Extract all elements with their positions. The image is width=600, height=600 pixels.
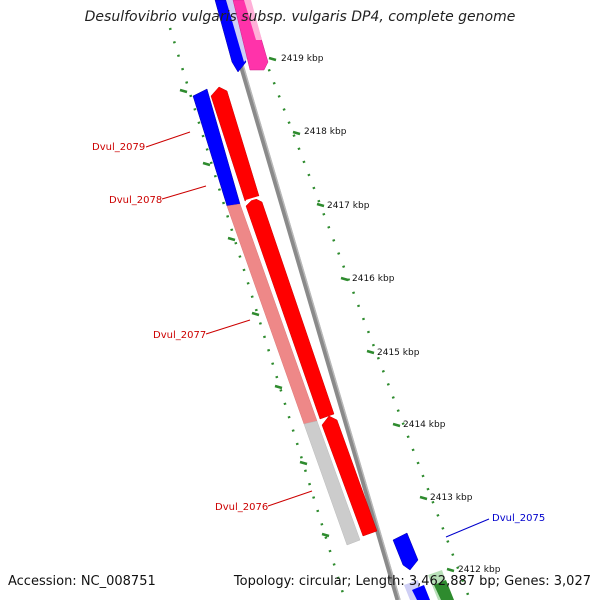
leader-dvul-2079 — [145, 131, 191, 148]
tick-2414 — [392, 422, 401, 428]
genome-backbone — [219, 0, 401, 600]
leader-dvul-2077 — [205, 319, 251, 335]
inner-tick — [251, 311, 260, 317]
inner-tick-track — [168, 27, 347, 600]
tick-2419 — [268, 56, 277, 62]
genome-title: Desulfovibrio vulgaris subsp. vulgaris D… — [84, 9, 516, 25]
leader-dvul-2075 — [445, 518, 490, 538]
gene-label-dvul-2079[interactable]: Dvul_2079 — [92, 142, 145, 153]
forward-features — [210, 86, 378, 537]
tick-2415 — [366, 349, 375, 355]
kbp-label: 2416 kbp — [352, 274, 395, 284]
kbp-ticks — [268, 56, 455, 573]
inner-major-ticks — [179, 88, 330, 538]
leader-dvul-2076 — [267, 490, 313, 507]
tick-2418 — [292, 130, 301, 136]
reverse-cds-top-faded[interactable] — [226, 0, 250, 62]
kbp-label: 2419 kbp — [281, 54, 324, 64]
top-features — [214, 0, 269, 73]
lower-green[interactable] — [434, 580, 454, 600]
kbp-label: 2413 kbp — [430, 493, 473, 503]
gene-label-dvul-2078[interactable]: Dvul_2078 — [109, 195, 162, 206]
reverse-cds-top[interactable] — [214, 0, 247, 73]
accession-text: Accession: NC_008751 — [8, 574, 156, 589]
gene-dvul-2078-arrow[interactable] — [210, 86, 260, 202]
inner-tick — [274, 384, 283, 390]
gene-label-dvul-2076[interactable]: Dvul_2076 — [215, 502, 268, 513]
inner-tick — [202, 161, 211, 167]
kbp-labels: 2419 kbp 2418 kbp 2417 kbp 2416 kbp 2415… — [281, 54, 501, 575]
pink-cds-top[interactable] — [232, 0, 269, 71]
pink-cds-top-faded[interactable] — [244, 0, 262, 40]
kbp-label: 2412 kbp — [458, 565, 501, 575]
genome-summary: Topology: circular; Length: 3,462,887 bp… — [233, 574, 591, 589]
kbp-label: 2414 kbp — [403, 420, 446, 430]
inner-tick — [299, 460, 308, 466]
gap — [245, 196, 260, 202]
inner-tick — [179, 88, 188, 94]
lower-blue[interactable] — [412, 585, 430, 600]
gene-label-dvul-2075[interactable]: Dvul_2075 — [492, 513, 545, 524]
inner-features — [192, 88, 361, 546]
gene-label-dvul-2077[interactable]: Dvul_2077 — [153, 330, 206, 341]
gene-dvul-2075-arrow[interactable] — [392, 532, 419, 571]
tick-2416 — [340, 276, 349, 282]
tick-2412 — [446, 567, 455, 573]
kbp-label: 2415 kbp — [377, 348, 420, 358]
kbp-label: 2418 kbp — [304, 127, 347, 137]
leader-dvul-2078 — [161, 185, 207, 200]
label-leaders — [145, 131, 490, 538]
lower-features — [392, 532, 454, 600]
tick-2417 — [316, 202, 325, 208]
gene-dvul-2076-region[interactable] — [303, 420, 361, 546]
kbp-label: 2417 kbp — [327, 201, 370, 211]
tick-2413 — [419, 495, 428, 501]
gene-labels: Dvul_2079 Dvul_2078 Dvul_2077 Dvul_2076 … — [92, 142, 545, 524]
gene-dvul-2076-arrow[interactable] — [321, 415, 378, 537]
inner-tick — [321, 532, 330, 538]
inner-tick — [227, 236, 236, 242]
